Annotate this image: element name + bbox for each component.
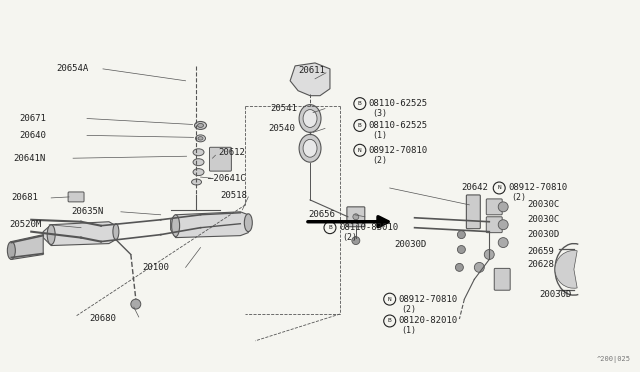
FancyBboxPatch shape: [494, 268, 510, 290]
Ellipse shape: [299, 134, 321, 162]
Circle shape: [498, 220, 508, 230]
Ellipse shape: [198, 124, 204, 128]
Text: 20612: 20612: [218, 148, 245, 157]
Ellipse shape: [353, 214, 359, 220]
Circle shape: [458, 231, 465, 238]
Text: (2): (2): [372, 156, 387, 165]
Text: 20656: 20656: [308, 210, 335, 219]
Text: 20520M: 20520M: [10, 220, 42, 229]
Ellipse shape: [47, 225, 55, 244]
Text: (3): (3): [372, 109, 387, 118]
Text: 08110-62525: 08110-62525: [369, 121, 428, 130]
FancyBboxPatch shape: [486, 217, 502, 232]
Text: B: B: [328, 225, 332, 230]
Text: (2): (2): [342, 233, 357, 242]
Text: 08110-62525: 08110-62525: [369, 99, 428, 108]
Text: 08110-83010: 08110-83010: [339, 223, 398, 232]
Wedge shape: [555, 250, 577, 288]
Text: 20518: 20518: [220, 192, 247, 201]
Text: 20030D: 20030D: [527, 230, 559, 239]
Ellipse shape: [303, 110, 317, 128]
FancyBboxPatch shape: [467, 195, 480, 229]
FancyBboxPatch shape: [486, 199, 502, 215]
Ellipse shape: [172, 215, 180, 237]
Text: 20100: 20100: [143, 263, 170, 272]
Text: 20540: 20540: [268, 124, 295, 133]
Text: —20641C: —20641C: [209, 174, 246, 183]
Text: 20654A: 20654A: [56, 64, 88, 73]
Ellipse shape: [198, 137, 203, 140]
Circle shape: [484, 250, 494, 259]
FancyBboxPatch shape: [68, 192, 84, 202]
Text: 20628: 20628: [527, 260, 554, 269]
Text: 20642: 20642: [461, 183, 488, 192]
Text: 20659: 20659: [527, 247, 554, 256]
Text: B: B: [358, 123, 362, 128]
Text: ^200|025: ^200|025: [596, 356, 630, 363]
Ellipse shape: [244, 214, 252, 232]
Circle shape: [498, 238, 508, 247]
Text: 20640: 20640: [19, 131, 46, 140]
Text: N: N: [497, 186, 501, 190]
Text: 20681: 20681: [12, 193, 38, 202]
Ellipse shape: [196, 135, 205, 142]
Ellipse shape: [193, 149, 204, 156]
Ellipse shape: [191, 179, 202, 185]
Ellipse shape: [193, 159, 204, 166]
Ellipse shape: [195, 122, 207, 129]
Circle shape: [474, 262, 484, 272]
Ellipse shape: [193, 169, 204, 176]
Text: 20611: 20611: [298, 66, 325, 76]
Text: 08912-70810: 08912-70810: [369, 146, 428, 155]
FancyBboxPatch shape: [209, 147, 232, 171]
Polygon shape: [44, 222, 116, 246]
Text: 20635N: 20635N: [71, 207, 103, 216]
Ellipse shape: [299, 105, 321, 132]
Text: (1): (1): [372, 131, 387, 140]
Text: 20541: 20541: [270, 104, 297, 113]
Ellipse shape: [113, 224, 119, 240]
Circle shape: [352, 237, 360, 244]
Text: 20641N: 20641N: [13, 154, 45, 163]
Text: 08912-70810: 08912-70810: [508, 183, 567, 192]
Text: 20030C: 20030C: [527, 215, 559, 224]
Text: (2): (2): [511, 193, 526, 202]
Text: (1): (1): [402, 326, 417, 336]
Circle shape: [458, 246, 465, 253]
Circle shape: [456, 263, 463, 271]
Text: 20030D: 20030D: [539, 290, 572, 299]
Circle shape: [498, 202, 508, 212]
Text: (2): (2): [402, 305, 417, 314]
Text: B: B: [358, 101, 362, 106]
Polygon shape: [12, 235, 44, 259]
Text: 20030C: 20030C: [527, 201, 559, 209]
Ellipse shape: [8, 241, 15, 259]
Text: 08912-70810: 08912-70810: [399, 295, 458, 304]
Text: 20671: 20671: [19, 114, 46, 123]
Text: N: N: [358, 148, 362, 153]
Circle shape: [131, 299, 141, 309]
Text: 20680: 20680: [89, 314, 116, 324]
Text: 20030D: 20030D: [395, 240, 427, 249]
Text: B: B: [388, 318, 392, 324]
Ellipse shape: [303, 140, 317, 157]
Text: N: N: [388, 296, 392, 302]
PathPatch shape: [290, 63, 330, 96]
Text: 08120-82010: 08120-82010: [399, 317, 458, 326]
Polygon shape: [171, 212, 248, 238]
FancyBboxPatch shape: [347, 207, 365, 227]
